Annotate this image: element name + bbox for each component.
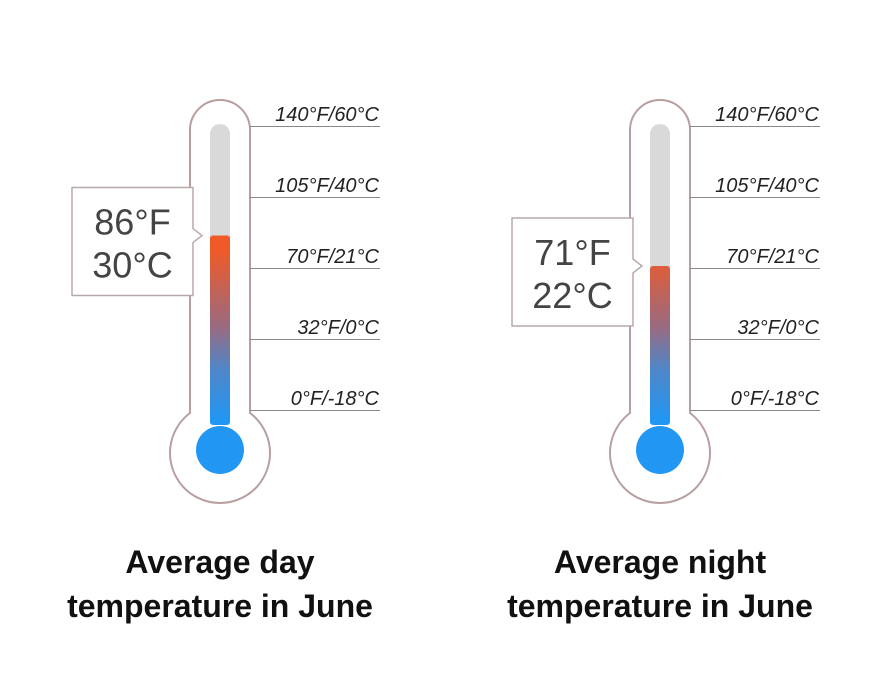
night-scale-label-0: 140°F/60°C	[715, 104, 819, 126]
day-caption-line-2: temperature in June	[67, 588, 373, 624]
night-scale-label-3: 32°F/0°C	[737, 317, 819, 339]
night-scale-label-1: 105°F/40°C	[715, 175, 819, 197]
night-readout-fahrenheit: 71°F	[534, 232, 610, 273]
day-caption-line-1: Average day	[125, 544, 315, 580]
night-mercury-bulb	[636, 426, 684, 474]
day-chart-caption: Average day temperature in June	[40, 540, 400, 628]
day-thermometer: 140°F/60°C 105°F/40°C 70°F/21°C 32°F/0°C 0°F…	[71, 99, 380, 504]
night-scale-label-2: 70°F/21°C	[726, 246, 819, 268]
day-readout-fahrenheit: 86°F	[94, 202, 170, 243]
night-thermometer: 140°F/60°C 105°F/40°C 70°F/21°C 32°F/0°C 0°F…	[511, 99, 820, 504]
day-scale-label-3: 32°F/0°C	[297, 317, 379, 339]
day-scale-label-2: 70°F/21°C	[286, 246, 379, 268]
night-caption-line-2: temperature in June	[507, 588, 813, 624]
day-mercury-bulb	[196, 426, 244, 474]
day-scale-label-4: 0°F/-18°C	[291, 388, 380, 410]
night-chart-caption: Average night temperature in June	[480, 540, 840, 628]
day-readout-celsius: 30°C	[92, 245, 172, 286]
night-mercury-column	[650, 265, 670, 425]
night-readout-celsius: 22°C	[532, 275, 612, 316]
day-scale-label-0: 140°F/60°C	[275, 104, 379, 126]
day-scale-label-1: 105°F/40°C	[275, 175, 379, 197]
night-scale-label-4: 0°F/-18°C	[731, 388, 820, 410]
day-mercury-column	[210, 235, 230, 425]
night-caption-line-1: Average night	[553, 544, 767, 580]
day-readout-callout	[71, 186, 203, 297]
night-readout-callout	[511, 217, 643, 327]
